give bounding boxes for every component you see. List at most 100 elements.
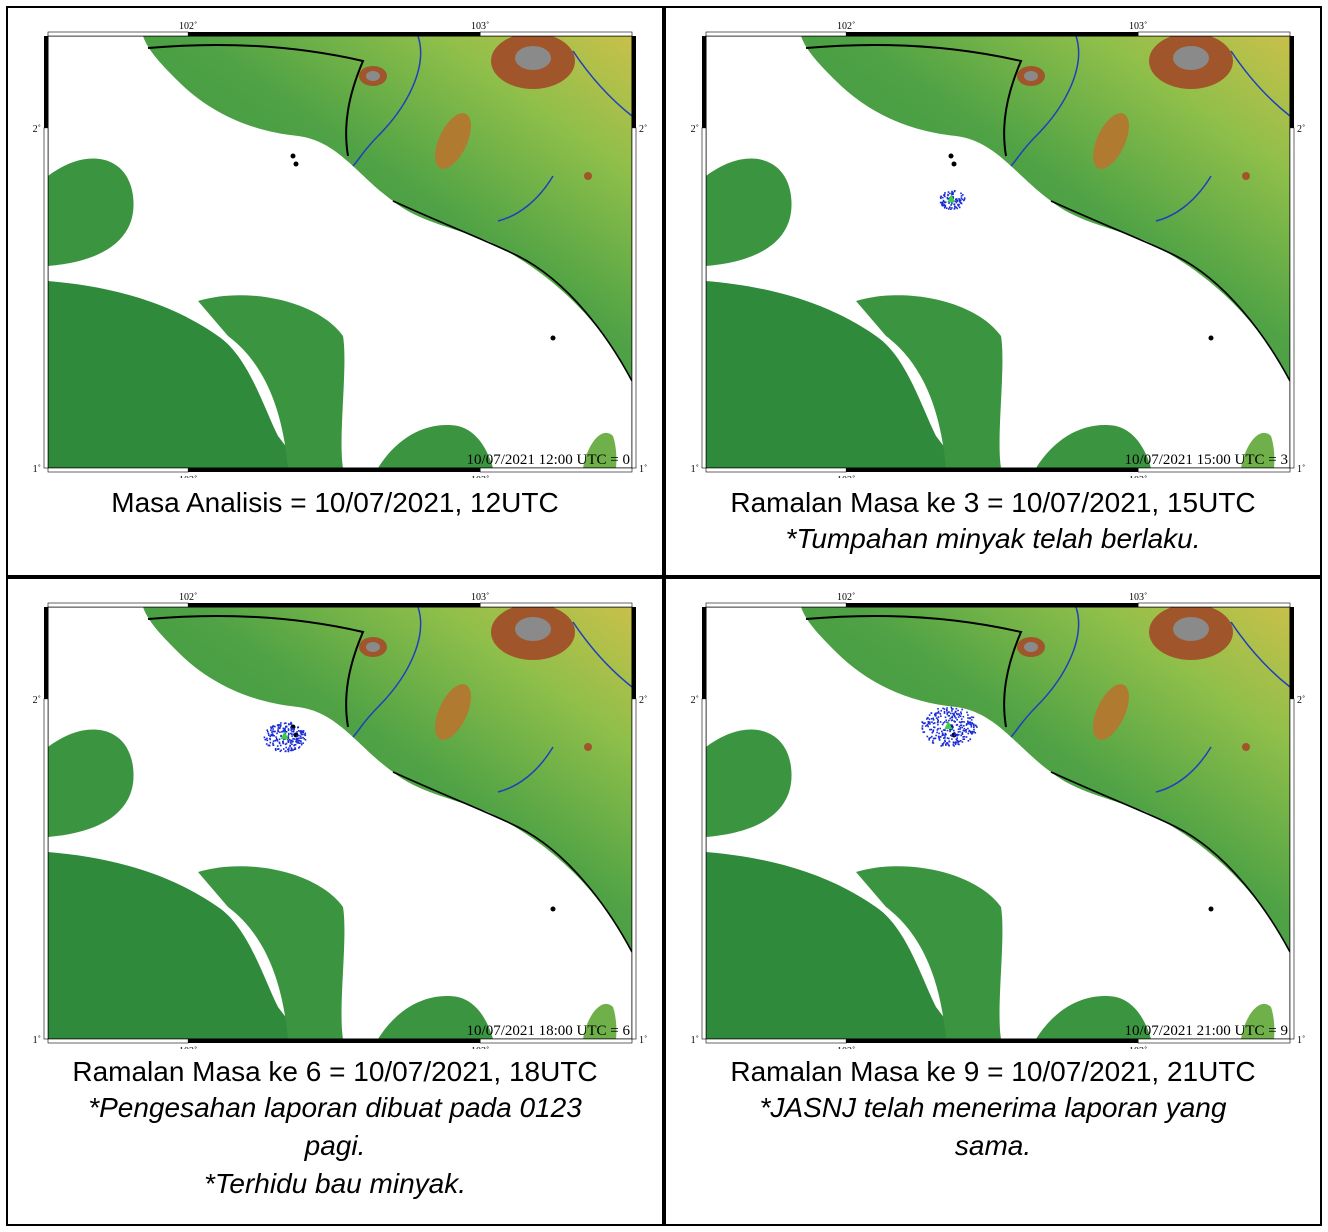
oil-particle <box>297 742 299 744</box>
oil-particle <box>302 742 304 744</box>
oil-particle <box>285 725 288 728</box>
oil-particle <box>268 734 270 736</box>
oil-particle <box>938 732 940 735</box>
lat-label: 1˚ <box>33 464 41 475</box>
oil-particle <box>931 721 933 723</box>
oil-particle <box>280 749 282 752</box>
oil-particle <box>277 730 279 733</box>
oil-particle <box>950 706 953 709</box>
lon-label: 103˚ <box>1129 475 1147 478</box>
peak <box>1173 617 1209 641</box>
oil-particle <box>967 740 970 742</box>
islet <box>1208 906 1214 912</box>
oil-particle <box>296 738 298 741</box>
oil-particle <box>282 740 284 743</box>
oil-particle <box>946 207 948 209</box>
oil-particle <box>273 730 275 733</box>
oil-particle <box>927 725 929 728</box>
oil-particle <box>292 731 295 733</box>
oil-particle <box>944 737 946 739</box>
oil-particle <box>276 740 279 742</box>
oil-particle <box>946 712 949 714</box>
oil-particle <box>954 733 956 735</box>
oil-particle <box>274 725 276 728</box>
land-island-west <box>706 158 792 266</box>
oil-particle <box>961 726 963 729</box>
oil-particle <box>960 192 962 195</box>
spill-source-marker <box>280 731 289 740</box>
oil-particle <box>961 733 964 735</box>
oil-particle <box>961 731 964 734</box>
panel-3: 102˚ 103˚ 102˚ 103˚ 2˚ 2˚ 1˚ 1˚ 10/07/2021 15:00… <box>664 6 1322 577</box>
map-frame-0: 102˚ 103˚ 102˚ 103˚ 2˚ 2˚ 1˚ 1˚ 10/07/2021 12:00… <box>33 21 648 478</box>
oil-particle <box>963 725 965 727</box>
oil-particle <box>285 746 287 749</box>
oil-particle <box>951 738 953 740</box>
oil-particle <box>959 200 961 203</box>
oil-particle <box>933 722 936 724</box>
panel-note: sama. <box>954 1130 1032 1161</box>
oil-particle <box>274 739 276 742</box>
oil-spill <box>263 721 307 753</box>
oil-particle <box>267 730 269 733</box>
oil-particle <box>941 202 943 205</box>
oil-particle <box>969 738 972 741</box>
oil-particle <box>290 726 292 729</box>
oil-particle <box>973 728 975 731</box>
oil-particle <box>948 206 951 209</box>
oil-particle <box>289 740 292 742</box>
oil-particle <box>923 731 926 733</box>
oil-particle <box>949 729 952 732</box>
oil-particle <box>952 192 954 194</box>
oil-particle <box>293 744 296 746</box>
panel-note: pagi. <box>304 1130 366 1161</box>
oil-particle <box>279 744 282 747</box>
oil-particle <box>263 736 266 739</box>
islet <box>550 906 556 912</box>
oil-particle <box>937 708 939 710</box>
oil-particle <box>957 728 960 730</box>
oil-particle <box>285 750 287 752</box>
oil-particle <box>278 738 281 741</box>
oil-particle <box>958 725 961 728</box>
oil-particle <box>268 744 271 747</box>
panel-note: *Tumpahan minyak telah berlaku. <box>785 523 1201 554</box>
oil-particle <box>928 718 931 721</box>
highland <box>1242 172 1250 180</box>
oil-particle <box>300 740 302 742</box>
oil-particle <box>926 718 928 720</box>
land-southwest <box>48 852 308 1039</box>
oil-particle <box>279 725 282 727</box>
oil-particle <box>931 741 934 744</box>
oil-particle <box>279 750 282 753</box>
oil-particle <box>957 734 960 736</box>
oil-particle <box>929 728 931 731</box>
oil-particle <box>283 730 285 732</box>
land-island-south <box>856 295 1003 468</box>
oil-particle <box>265 743 268 745</box>
oil-particle <box>960 718 963 720</box>
oil-particle <box>284 729 286 732</box>
land-island-south <box>856 866 1003 1039</box>
oil-particle <box>971 732 974 735</box>
river <box>1230 621 1290 688</box>
oil-particle <box>921 725 924 727</box>
oil-particle <box>957 709 959 712</box>
oil-particle <box>973 726 975 729</box>
oil-particle <box>274 748 277 750</box>
terrain-layer <box>706 36 1290 468</box>
oil-particle <box>275 749 277 751</box>
oil-particle <box>299 737 301 739</box>
oil-particle <box>942 202 944 205</box>
oil-particle <box>952 742 955 744</box>
highland <box>1093 684 1129 740</box>
oil-particle <box>921 721 923 723</box>
oil-particle <box>956 737 958 739</box>
oil-particle <box>946 729 949 732</box>
oil-particle <box>973 725 975 727</box>
oil-spill <box>939 190 966 210</box>
oil-particle <box>960 711 962 713</box>
highland <box>1242 743 1250 751</box>
oil-particle <box>939 196 942 198</box>
oil-particle <box>273 734 275 737</box>
